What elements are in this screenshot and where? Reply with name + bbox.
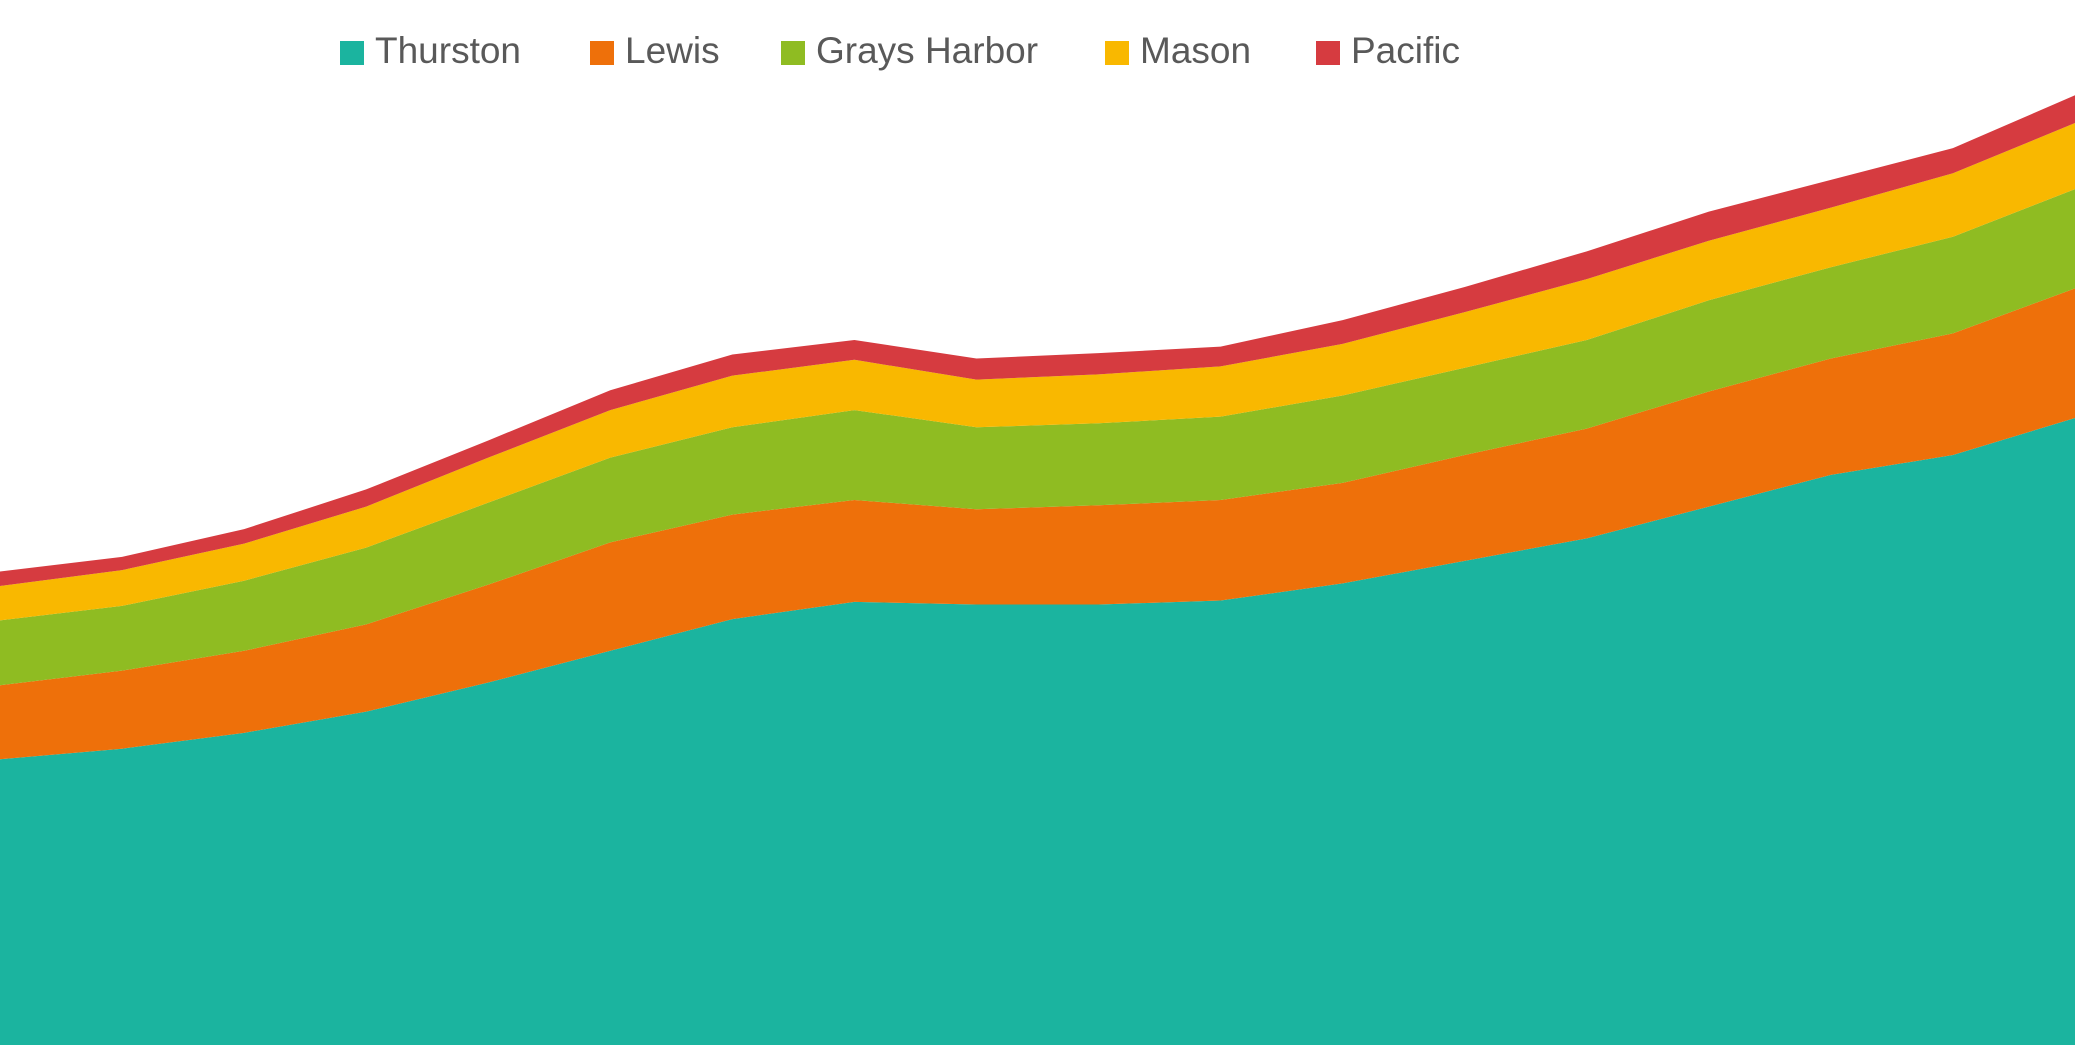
area: [0, 288, 2075, 760]
legend-label: Mason: [1140, 30, 1251, 71]
legend-label: Thurston: [375, 30, 521, 71]
legend-swatch: [340, 41, 364, 65]
legend-swatch: [590, 41, 614, 65]
area: [0, 123, 2075, 621]
legend-swatch: [1316, 41, 1340, 65]
legend-label: Pacific: [1351, 30, 1460, 71]
legend-swatch: [1105, 41, 1129, 65]
legend-swatch: [781, 41, 805, 65]
area: [0, 418, 2075, 1045]
legend-label: Lewis: [625, 30, 720, 71]
area: [0, 189, 2075, 686]
legend-label: Grays Harbor: [816, 30, 1038, 71]
